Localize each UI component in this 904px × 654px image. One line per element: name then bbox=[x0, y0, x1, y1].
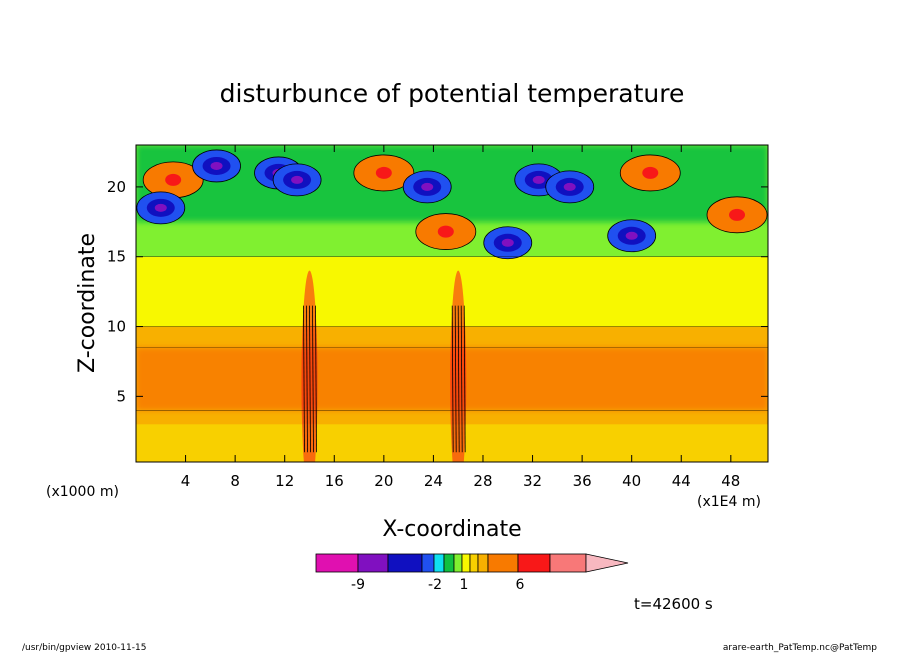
chart-title: disturbunce of potential temperature bbox=[220, 79, 685, 108]
x-axis-label: X-coordinate bbox=[382, 517, 521, 542]
plume-contour bbox=[306, 305, 308, 453]
colorbar-label: 1 bbox=[460, 577, 469, 593]
colorbar-swatch bbox=[421, 553, 435, 573]
colorbar-swatch bbox=[461, 553, 471, 573]
plume-contour bbox=[303, 305, 305, 453]
cold-blob-core bbox=[501, 238, 514, 247]
colorbar-swatch bbox=[477, 553, 489, 573]
z-units-label: (x1000 m) bbox=[46, 484, 119, 500]
cold-blob-core bbox=[291, 175, 304, 184]
colorbar-swatch bbox=[453, 553, 463, 573]
x-tick-label: 44 bbox=[672, 472, 691, 490]
colorbar-swatch bbox=[443, 553, 455, 573]
colorbar-swatch bbox=[487, 553, 519, 573]
colorbar-swatch bbox=[387, 553, 423, 573]
footer-right: arare-earth_PatTemp.nc@PatTemp bbox=[723, 643, 877, 653]
colorbar-label: -2 bbox=[428, 577, 442, 593]
plume-contour bbox=[312, 305, 314, 453]
z-tick-label: 10 bbox=[107, 318, 126, 336]
plot-frame bbox=[135, 144, 769, 463]
x-tick-label: 12 bbox=[275, 472, 294, 490]
cold-blob-core bbox=[210, 161, 223, 170]
colorbar-swatch bbox=[517, 553, 551, 573]
cold-blob-core bbox=[625, 231, 638, 240]
x-tick-label: 32 bbox=[523, 472, 542, 490]
plume bbox=[450, 270, 467, 462]
x-tick-label: 8 bbox=[230, 472, 240, 490]
x-tick-label: 36 bbox=[573, 472, 592, 490]
colorbar-label: -9 bbox=[351, 577, 365, 593]
plume-contour bbox=[315, 305, 317, 453]
plume-contour bbox=[454, 305, 457, 453]
cold-blob-core bbox=[421, 182, 434, 191]
colorbar bbox=[315, 553, 629, 573]
plume bbox=[301, 270, 318, 462]
warm-blob-core bbox=[437, 225, 454, 238]
plume-contour bbox=[457, 305, 460, 453]
colorbar-swatch bbox=[315, 553, 359, 573]
y-axis-label: Z-coordinate bbox=[75, 233, 100, 373]
cold-blob-core bbox=[563, 182, 576, 191]
colorbar-swatch bbox=[433, 553, 445, 573]
plume-contour bbox=[451, 305, 454, 453]
plot-area bbox=[136, 145, 768, 462]
x-tick-label: 48 bbox=[721, 472, 740, 490]
warm-blob-core bbox=[375, 166, 392, 179]
plume-contour bbox=[463, 305, 466, 453]
x-tick-label: 16 bbox=[325, 472, 344, 490]
colorbar-swatch bbox=[549, 553, 587, 573]
colorbar-swatch bbox=[357, 553, 389, 573]
z-tick-label: 20 bbox=[107, 178, 126, 196]
colorbar-arrow bbox=[585, 553, 629, 573]
time-label: t=42600 s bbox=[634, 595, 713, 613]
colorbar-labels: -9 -2 1 6 bbox=[351, 577, 525, 593]
z-tick-label: 15 bbox=[107, 248, 126, 266]
x-tick-label: 20 bbox=[374, 472, 393, 490]
plume-contour bbox=[309, 305, 311, 453]
footer-left: /usr/bin/gpview 2010-11-15 bbox=[22, 643, 146, 653]
x-axis: 4 8 12 16 20 24 28 32 36 40 44 48 bbox=[181, 145, 740, 490]
z-tick-label: 5 bbox=[116, 387, 126, 405]
plume-contour bbox=[460, 305, 463, 453]
warm-blob-core bbox=[729, 208, 746, 221]
x-tick-label: 24 bbox=[424, 472, 443, 490]
warm-blob-core bbox=[165, 173, 182, 186]
x-tick-label: 40 bbox=[622, 472, 641, 490]
colorbar-label: 6 bbox=[516, 577, 525, 593]
warm-blob-core bbox=[642, 166, 659, 179]
x-units-label: (x1E4 m) bbox=[697, 494, 761, 510]
cold-blob-core bbox=[532, 175, 545, 184]
z-axis: 5 10 15 20 bbox=[107, 178, 768, 405]
x-tick-label: 28 bbox=[473, 472, 492, 490]
contour-field bbox=[136, 145, 768, 462]
x-tick-label: 4 bbox=[181, 472, 191, 490]
colorbar-swatch bbox=[469, 553, 479, 573]
cold-blob-core bbox=[154, 203, 167, 212]
